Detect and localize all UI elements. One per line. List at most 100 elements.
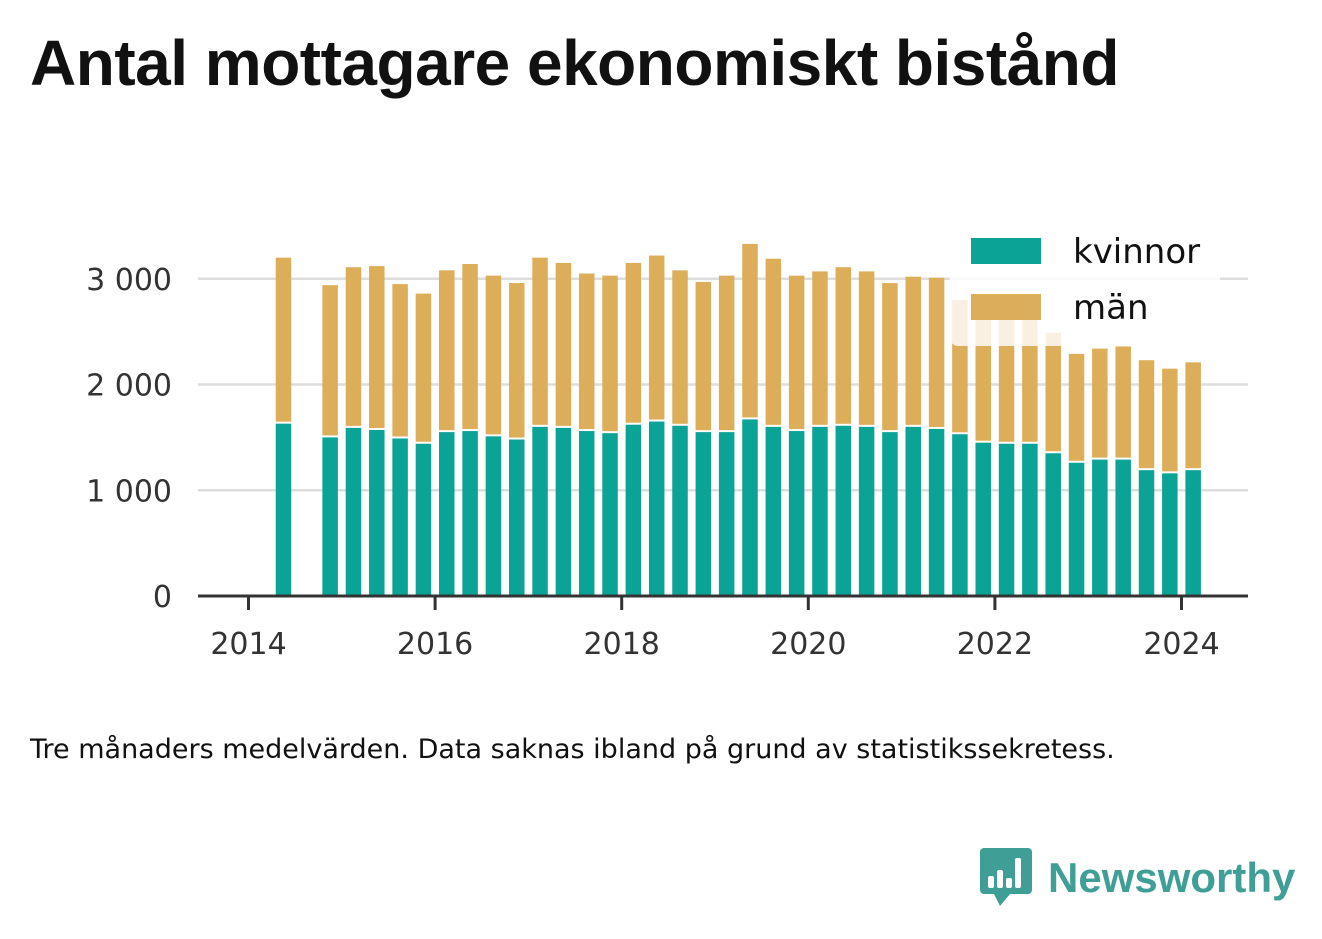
bar-kvinnor — [415, 443, 432, 596]
bar-kvinnor — [602, 433, 618, 596]
bar-man — [718, 275, 735, 431]
x-tick-label: 2022 — [957, 627, 1033, 662]
bar-man — [369, 266, 385, 429]
bar-kvinnor — [812, 426, 828, 596]
bar-man — [322, 285, 338, 436]
x-tick-label: 2016 — [397, 627, 473, 662]
bar-man — [648, 255, 665, 420]
bar-kvinnor — [835, 425, 852, 596]
bar-kvinnor — [1185, 470, 1201, 596]
bar-man — [345, 267, 362, 426]
bar-kvinnor — [322, 437, 338, 596]
brand-logo: Newsworthy — [980, 848, 1295, 908]
brand-name: Newsworthy — [1048, 854, 1296, 901]
chart-title: Antal mottagare ekonomiskt bistånd — [30, 27, 1119, 99]
bar-man — [462, 264, 478, 430]
bar-man — [508, 283, 525, 438]
bar-kvinnor — [695, 432, 712, 596]
bar-kvinnor — [1092, 459, 1108, 596]
legend-label: kvinnor — [1073, 232, 1200, 272]
bar-man — [1022, 320, 1038, 442]
bar-man — [555, 262, 572, 426]
bar-kvinnor — [462, 431, 478, 596]
x-tick-label: 2024 — [1143, 627, 1219, 662]
bar-man — [928, 277, 945, 427]
bar-kvinnor — [998, 443, 1015, 596]
bar-man — [812, 271, 828, 425]
bar-man — [858, 271, 875, 425]
bar-kvinnor — [765, 426, 782, 596]
bar-kvinnor — [1162, 473, 1178, 596]
bar-man — [1115, 346, 1131, 458]
axes: 0 1 000 2 000 3 000 2014 2016 2018 2020 2022 2024 — [86, 263, 1248, 662]
bar-man — [742, 243, 758, 418]
bar-man — [625, 262, 642, 423]
bar-man — [415, 293, 432, 442]
x-tick-label: 2014 — [210, 627, 286, 662]
bar-kvinnor — [532, 426, 548, 596]
bar-kvinnor — [555, 427, 572, 596]
x-tick-label: 2020 — [770, 627, 846, 662]
bar-man — [392, 284, 408, 437]
y-tick-label: 0 — [153, 580, 172, 615]
bar-man — [765, 258, 782, 425]
y-tick-label: 2 000 — [86, 369, 172, 404]
bar-kvinnor — [858, 426, 875, 596]
bar-kvinnor — [369, 430, 385, 596]
x-tick-label: 2018 — [584, 627, 660, 662]
bar-man — [1162, 368, 1178, 472]
bar-kvinnor — [742, 419, 758, 596]
bar-kvinnor — [788, 431, 805, 596]
bar-man — [975, 315, 991, 441]
bar-man — [602, 275, 618, 432]
bar-kvinnor — [1115, 459, 1131, 596]
bar-kvinnor — [508, 439, 525, 596]
bar-kvinnor — [672, 425, 688, 596]
bar-kvinnor — [275, 423, 292, 596]
bar-man — [835, 267, 852, 424]
bar-kvinnor — [625, 424, 642, 596]
legend-swatch-man — [971, 294, 1041, 320]
bar-kvinnor — [718, 432, 735, 596]
bar-man — [1092, 348, 1108, 458]
bar-man — [1068, 353, 1085, 461]
bar-man — [672, 270, 688, 424]
bar-chart: 0 1 000 2 000 3 000 2014 2016 2018 2020 2022 2024… — [86, 222, 1248, 662]
legend-label: män — [1073, 288, 1149, 328]
bar-man — [485, 275, 502, 435]
bar-kvinnor — [439, 432, 455, 596]
bar-kvinnor — [578, 431, 595, 596]
bar-man — [1138, 360, 1155, 469]
bar-kvinnor — [1068, 462, 1085, 596]
bar-man — [905, 276, 922, 425]
bar-man — [578, 273, 595, 430]
bar-kvinnor — [345, 427, 362, 596]
bar-kvinnor — [952, 434, 968, 596]
bar-kvinnor — [392, 438, 408, 596]
bar-kvinnor — [1138, 470, 1155, 596]
bar-man — [882, 283, 898, 431]
bar-man — [998, 316, 1015, 442]
bar-man — [695, 281, 712, 431]
bar-man — [275, 257, 292, 422]
bars — [275, 243, 1201, 596]
legend-swatch-kvinnor — [971, 238, 1041, 264]
bar-man — [1045, 332, 1061, 452]
bar-kvinnor — [975, 442, 991, 596]
bar-man — [532, 257, 548, 425]
newsworthy-logo-icon — [980, 848, 1032, 906]
bar-man — [788, 275, 805, 430]
bar-kvinnor — [1045, 453, 1061, 596]
bar-kvinnor — [648, 421, 665, 596]
bar-kvinnor — [905, 426, 922, 596]
bar-man — [439, 270, 455, 431]
y-tick-label: 1 000 — [86, 474, 172, 509]
bar-kvinnor — [1022, 443, 1038, 596]
bar-kvinnor — [928, 428, 945, 596]
chart-footnote: Tre månaders medelvärden. Data saknas ib… — [30, 734, 1115, 765]
legend: kvinnor män — [950, 222, 1220, 346]
bar-man — [1185, 362, 1201, 469]
bar-kvinnor — [485, 436, 502, 596]
bar-kvinnor — [882, 432, 898, 596]
y-tick-label: 3 000 — [86, 263, 172, 298]
